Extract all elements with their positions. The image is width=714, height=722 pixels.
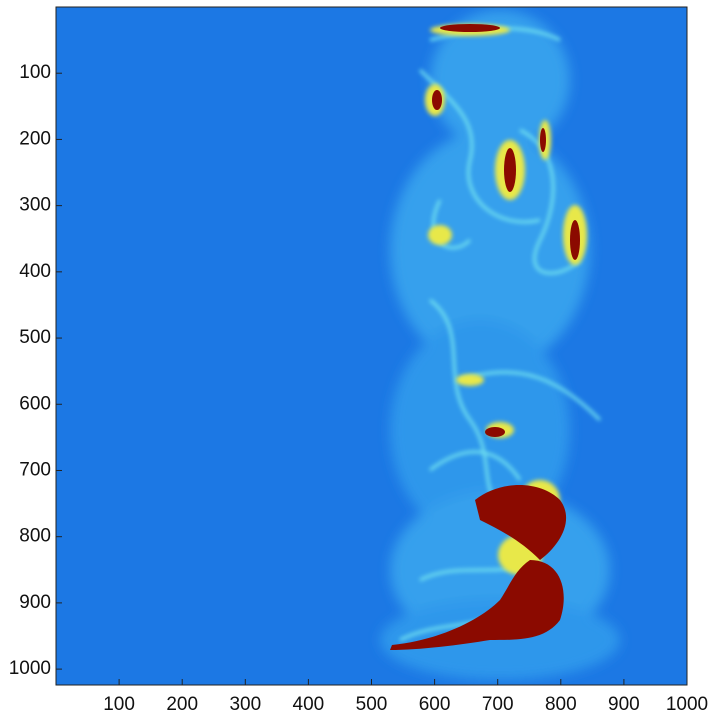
y-tick-label: 400 xyxy=(19,261,51,282)
image xyxy=(56,7,687,685)
y-tick-label: 800 xyxy=(19,526,51,547)
x-tick-label: 200 xyxy=(166,694,198,715)
y-tick-label: 900 xyxy=(19,592,51,613)
x-tick-label: 1000 xyxy=(666,694,708,715)
y-tick-label: 1000 xyxy=(9,658,51,679)
x-tick-label: 400 xyxy=(293,694,325,715)
y-tick-label: 300 xyxy=(19,195,51,216)
y-tick-label: 700 xyxy=(19,459,51,480)
y-tick-label: 500 xyxy=(19,327,51,348)
x-tick-label: 700 xyxy=(482,694,514,715)
x-tick-label: 300 xyxy=(229,694,261,715)
x-tick-label: 100 xyxy=(103,694,135,715)
x-tick-label: 900 xyxy=(608,694,640,715)
x-tick-label: 800 xyxy=(545,694,577,715)
x-tick-label: 600 xyxy=(419,694,451,715)
y-tick-label: 600 xyxy=(19,393,51,414)
plume-core xyxy=(390,24,580,650)
x-tick-label: 500 xyxy=(356,694,388,715)
y-tick-label: 100 xyxy=(19,62,51,83)
y-tick-label: 200 xyxy=(19,128,51,149)
